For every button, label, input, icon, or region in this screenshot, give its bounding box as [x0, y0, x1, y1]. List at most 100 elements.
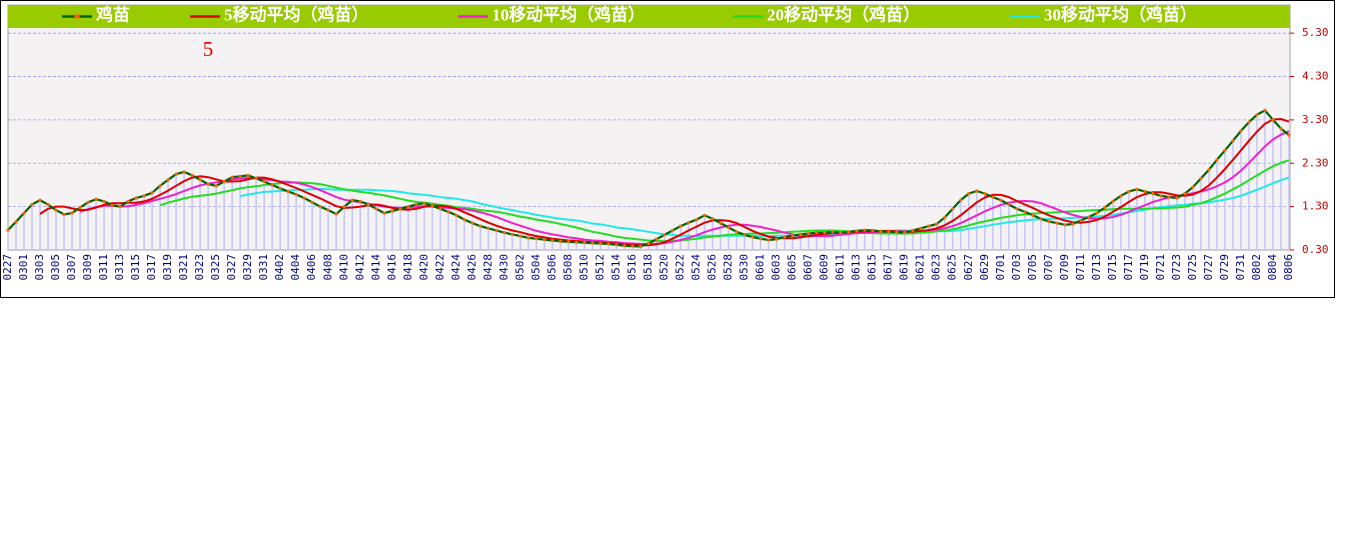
point — [1215, 158, 1219, 162]
x-tick-label: 0510 — [577, 254, 590, 281]
point — [758, 237, 763, 241]
point — [991, 195, 995, 199]
x-tick-label: 0609 — [818, 254, 831, 281]
point — [134, 196, 138, 200]
point — [110, 203, 114, 207]
point — [799, 232, 803, 236]
point — [718, 221, 723, 225]
point — [198, 178, 202, 182]
point — [30, 202, 34, 207]
point — [542, 237, 547, 242]
x-tick-label: 0621 — [914, 254, 927, 281]
point — [750, 235, 755, 239]
point — [1175, 196, 1179, 200]
point — [582, 241, 587, 245]
point — [694, 218, 699, 222]
x-tick-label: 0428 — [481, 254, 494, 281]
x-tick-label: 0625 — [946, 254, 959, 281]
x-tick-label: 0711 — [1074, 254, 1087, 281]
point — [158, 184, 162, 188]
point — [182, 170, 186, 174]
point — [999, 198, 1003, 202]
x-tick-label: 0727 — [1202, 254, 1215, 281]
point — [983, 192, 987, 196]
point — [927, 224, 931, 228]
x-tick-label: 0313 — [113, 254, 126, 281]
point — [1071, 222, 1075, 226]
legend-bar — [8, 5, 1290, 28]
x-tick-label: 0420 — [417, 254, 430, 281]
point — [1087, 215, 1091, 219]
x-tick-label: 0327 — [225, 254, 238, 281]
point — [935, 222, 939, 226]
x-tick-label: 0731 — [1234, 254, 1247, 281]
point — [1055, 221, 1059, 225]
x-tick-label: 0723 — [1170, 254, 1183, 281]
point — [246, 173, 250, 178]
point — [951, 207, 955, 211]
point — [622, 244, 627, 248]
x-tick-label: 0426 — [465, 254, 478, 281]
x-tick-label: 0703 — [1010, 254, 1023, 281]
point — [943, 215, 947, 220]
point — [863, 228, 867, 232]
point — [1239, 129, 1243, 133]
x-tick-label: 0804 — [1266, 254, 1279, 281]
x-tick-label: 0623 — [930, 254, 943, 281]
point — [438, 207, 442, 211]
x-tick-label: 0321 — [177, 254, 190, 281]
point — [1031, 213, 1035, 217]
point — [214, 184, 218, 188]
point — [1111, 199, 1115, 204]
point — [1279, 126, 1283, 131]
x-tick-label: 0311 — [97, 254, 110, 281]
legend-label: 20移动平均（鸡苗） — [767, 4, 920, 24]
point — [174, 172, 178, 176]
point — [919, 226, 923, 230]
x-tick-label: 0526 — [706, 254, 719, 281]
x-tick-label: 0518 — [642, 254, 655, 281]
point — [374, 207, 378, 211]
point — [646, 241, 651, 246]
point — [1079, 218, 1083, 223]
point — [62, 212, 66, 217]
point — [574, 240, 579, 244]
y-tick-label: 5.30 — [1302, 26, 1329, 39]
point — [1183, 192, 1187, 196]
x-tick-label: 0325 — [209, 254, 222, 281]
point — [1287, 133, 1291, 137]
y-tick-label: 0.30 — [1302, 243, 1329, 256]
x-tick-label: 0709 — [1058, 254, 1071, 281]
x-tick-label: 0713 — [1090, 254, 1103, 281]
point — [430, 204, 434, 208]
x-tick-label: 0603 — [770, 254, 783, 281]
x-tick-label: 0305 — [49, 254, 62, 281]
x-tick-label: 0524 — [690, 254, 703, 281]
point — [1199, 176, 1203, 181]
point — [270, 183, 274, 187]
point — [1231, 139, 1235, 143]
x-tick-label: 0719 — [1138, 254, 1151, 281]
x-tick-label: 0319 — [161, 254, 174, 281]
point — [1223, 148, 1227, 152]
point — [678, 224, 683, 228]
x-tick-label: 0705 — [1026, 254, 1039, 281]
point — [502, 231, 506, 235]
point — [1159, 194, 1163, 198]
point — [262, 179, 266, 184]
x-tick-label: 0530 — [738, 254, 751, 281]
point — [166, 178, 170, 182]
x-tick-label: 0404 — [289, 254, 302, 281]
point — [6, 228, 10, 232]
x-tick-label: 0629 — [978, 254, 991, 281]
x-tick-label: 0329 — [241, 254, 254, 281]
point — [887, 230, 891, 234]
point — [54, 208, 58, 212]
x-tick-label: 0430 — [497, 254, 510, 281]
point — [1151, 192, 1155, 196]
point — [534, 237, 539, 241]
point — [526, 236, 531, 240]
point — [1127, 189, 1131, 194]
x-tick-label: 0323 — [193, 254, 206, 281]
point — [414, 202, 418, 207]
